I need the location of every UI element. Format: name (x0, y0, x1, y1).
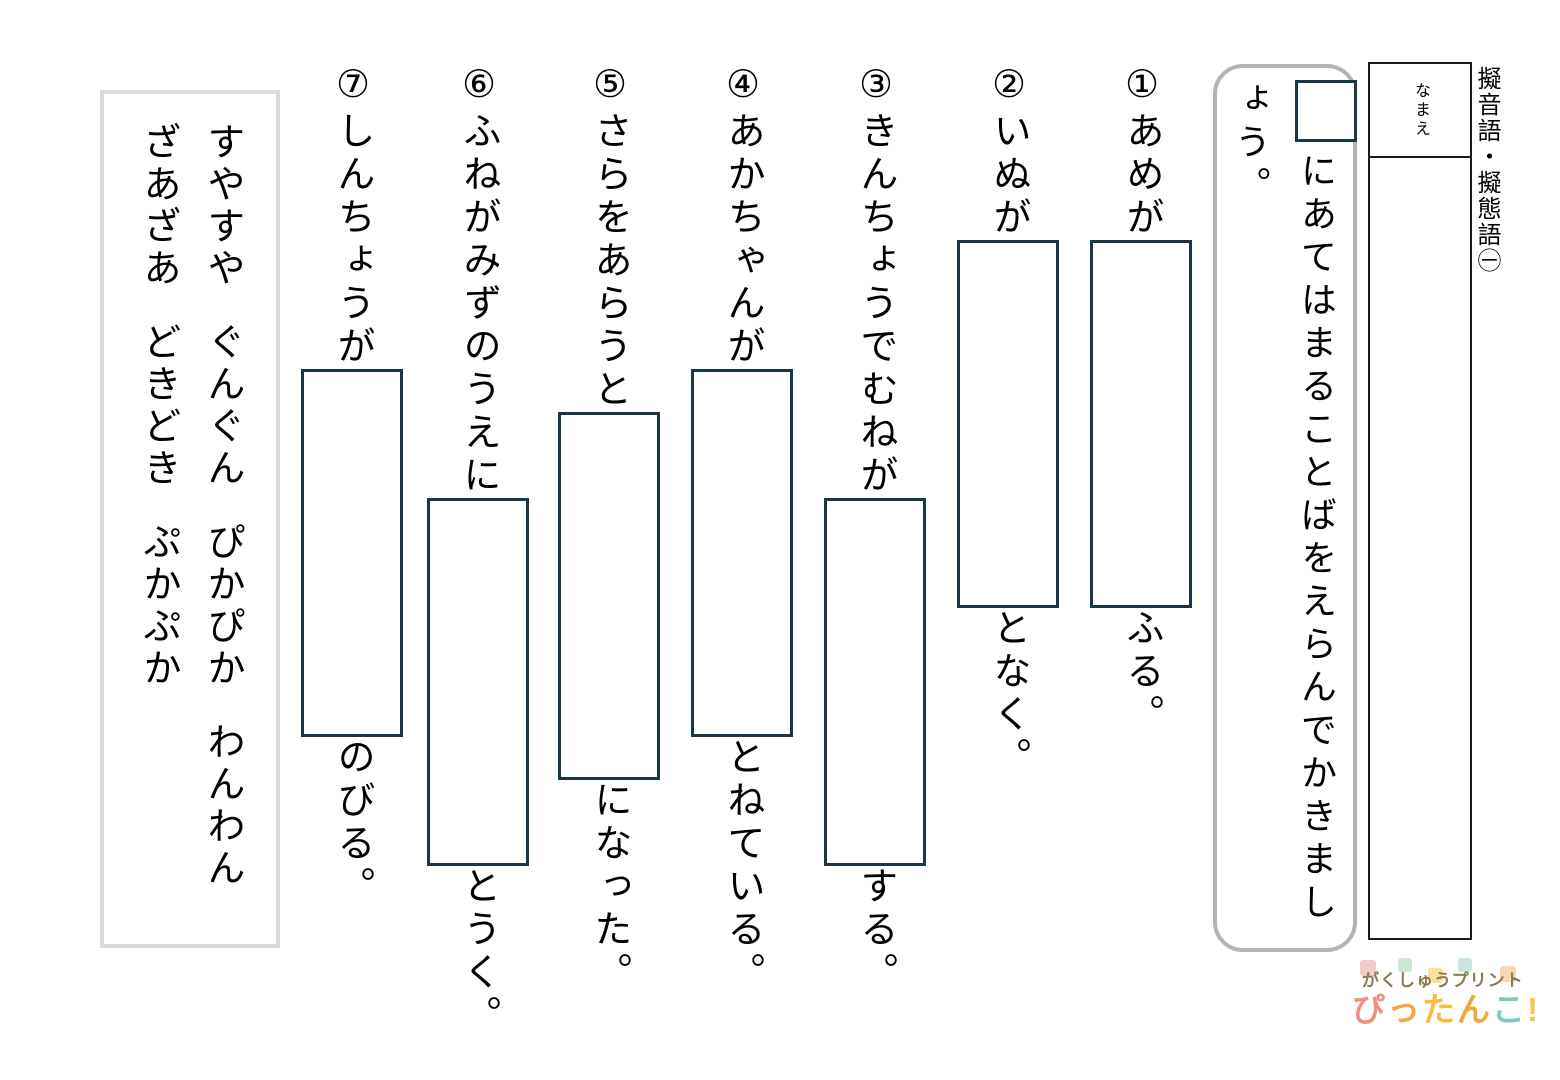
answer-box-4[interactable] (691, 369, 793, 737)
word-bank: すやすやぐんぐんぴかぴかわんわん ざあざあどきどきぷかぷか (100, 90, 280, 948)
question-4-tail: とねている。 (721, 737, 763, 995)
word-bank-word: ざあざあ (137, 122, 179, 290)
answer-box-2[interactable] (957, 240, 1059, 608)
pittanko-logo: がくしゅうプリント ぴったんこ! (1352, 956, 1542, 1046)
question-6-lead: ⑥ふねがみずのうえに (457, 62, 499, 498)
question-7-tail: のびる。 (331, 737, 373, 909)
question-3-lead: ③きんちょうでむねが (854, 62, 896, 498)
logo-brand-text: がくしゅうプリント (1362, 971, 1524, 990)
question-5-tail: になった。 (588, 780, 630, 995)
question-4: ④あかちゃんが とねている。 (689, 62, 795, 1072)
answer-box-6[interactable] (427, 498, 529, 866)
logo-accent-square (1398, 958, 1412, 972)
word-bank-word: ぴかぴか (201, 522, 243, 690)
logo-name-text: ぴったんこ! (1352, 983, 1540, 1031)
word-bank-column-left: ざあざあどきどきぷかぷか (137, 122, 179, 944)
name-label-cell: なまえ (1370, 64, 1470, 158)
logo-letter: っ (1387, 991, 1422, 1028)
logo-accent-square (1360, 960, 1376, 976)
question-6: ⑥ふねがみずのうえに とうく。 (425, 62, 531, 1072)
instruction-text-block: にあてはまることばをえらんでかきましょう。 (1217, 80, 1357, 936)
word-bank-word: ぐんぐん (201, 322, 243, 490)
word-bank-word: ぷかぷか (137, 522, 179, 690)
logo-letter: た (1422, 991, 1457, 1028)
question-7: ⑦しんちょうが のびる。 (299, 62, 405, 1072)
logo-accent-square (1428, 968, 1443, 983)
question-3: ③きんちょうでむねが する。 (822, 62, 928, 1072)
logo-letter: ぴ (1352, 991, 1387, 1028)
question-2-lead: ②いぬが (987, 62, 1029, 240)
question-2-tail: となく。 (987, 608, 1029, 780)
word-bank-column-right: すやすやぐんぐんぴかぴかわんわん (201, 122, 243, 944)
answer-box-7[interactable] (301, 369, 403, 737)
answer-box-1[interactable] (1090, 240, 1192, 608)
question-1: ①あめが ふる。 (1088, 62, 1194, 1072)
answer-box-5[interactable] (558, 412, 660, 780)
answer-box-3[interactable] (824, 498, 926, 866)
name-box: なまえ (1368, 62, 1472, 940)
question-1-tail: ふる。 (1120, 608, 1162, 737)
logo-letter: ! (1527, 991, 1540, 1028)
question-5-lead: ⑤さらをあらうと (588, 62, 630, 412)
word-bank-word: わんわん (201, 722, 243, 890)
question-1-lead: ①あめが (1120, 62, 1162, 240)
name-label: なまえ (1412, 81, 1429, 139)
question-3-tail: する。 (854, 866, 896, 995)
question-7-lead: ⑦しんちょうが (331, 62, 373, 369)
question-6-tail: とうく。 (457, 866, 499, 1038)
instruction-box: にあてはまることばをえらんでかきましょう。 (1213, 64, 1357, 952)
name-write-area[interactable] (1370, 158, 1470, 936)
question-2: ②いぬが となく。 (955, 62, 1061, 1072)
logo-letter: ん (1457, 991, 1492, 1028)
logo-letter: こ (1492, 991, 1527, 1028)
word-bank-word: どきどき (137, 322, 179, 490)
page-title: 擬音語・擬態語㊀ (1473, 66, 1500, 274)
question-4-lead: ④あかちゃんが (721, 62, 763, 369)
word-bank-word: すやすや (201, 122, 243, 290)
logo-accent-square (1458, 958, 1472, 972)
question-5: ⑤さらをあらうと になった。 (556, 62, 662, 1072)
blank-square-icon (1294, 80, 1357, 142)
logo-accent-square (1500, 966, 1516, 982)
instruction-text: にあてはまることばをえらんでかきましょう。 (1230, 80, 1337, 926)
